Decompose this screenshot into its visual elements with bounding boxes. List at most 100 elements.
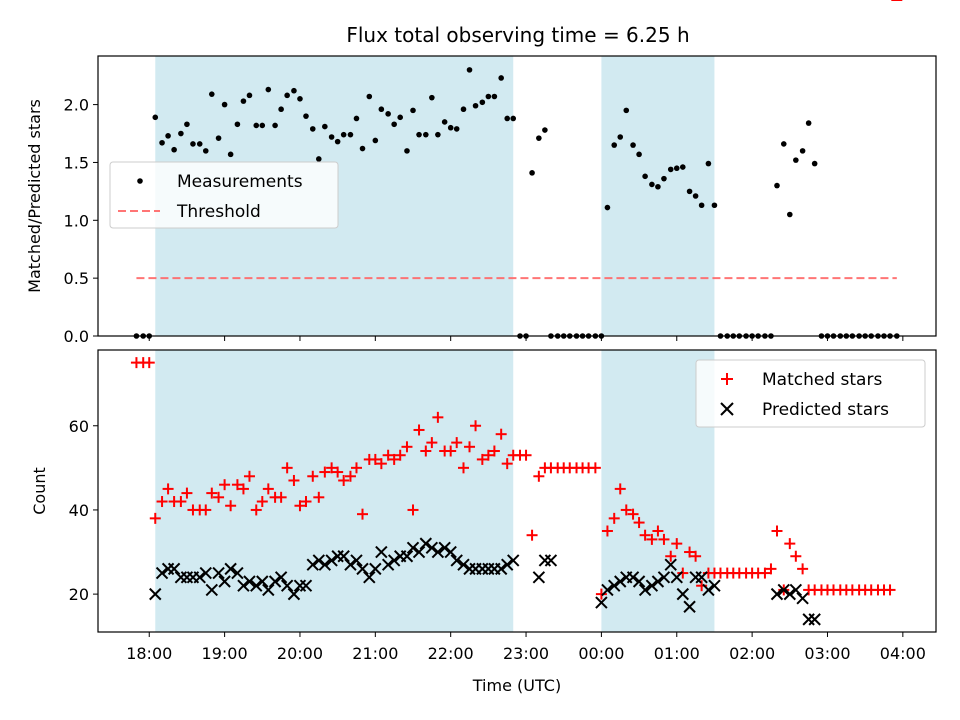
matched-star-point <box>797 563 809 575</box>
x-tick-label: 22:00 <box>428 644 474 663</box>
predicted-star-point <box>224 562 237 576</box>
predicted-star-point <box>770 587 784 601</box>
measurement-point <box>353 115 360 122</box>
marker-stroke <box>344 558 357 571</box>
legend-predicted-label: Predicted stars <box>762 400 889 420</box>
matched-star-point <box>237 483 249 495</box>
measurement-point <box>787 211 793 218</box>
predicted-star-point <box>632 575 646 588</box>
measurement-point <box>435 131 441 138</box>
predicted-star-point <box>350 554 363 567</box>
matched-star-point <box>476 453 488 465</box>
matched-star-point <box>382 449 394 461</box>
measurement-point <box>429 94 435 101</box>
marker-stroke <box>796 592 809 605</box>
predicted-star-point <box>444 545 457 559</box>
measurement-point <box>240 98 247 104</box>
measurement-point <box>604 204 611 211</box>
top-y-axis-label: Matched/Predicted stars <box>25 99 44 293</box>
marker-stroke <box>199 566 212 580</box>
matched-star-point <box>601 525 613 537</box>
matched-star-point <box>394 449 406 461</box>
marker-stroke <box>708 579 721 592</box>
measurement-point <box>202 148 209 154</box>
measurement-point <box>196 141 203 147</box>
measurement-point <box>416 131 422 138</box>
predicted-star-point <box>231 566 244 580</box>
x-tick-label: 01:00 <box>654 644 700 663</box>
matched-star-point <box>225 500 237 512</box>
y-tick-label: 1.0 <box>64 211 89 230</box>
marker-stroke <box>318 558 332 571</box>
predicted-star-point <box>702 583 715 597</box>
predicted-star-point <box>237 579 250 592</box>
matched-star-point <box>488 445 500 457</box>
marker-stroke <box>777 583 790 597</box>
measurement-point <box>529 170 535 176</box>
matched-star-point <box>671 538 683 550</box>
predicted-star-point <box>218 575 231 588</box>
measurement-point <box>441 119 448 125</box>
matched-star-points <box>130 0 903 600</box>
matched-star-point <box>294 500 306 512</box>
measurement-point <box>359 145 366 152</box>
predicted-star-point <box>344 558 357 571</box>
matched-star-point <box>646 533 658 545</box>
y-tick-label: 60 <box>69 417 89 436</box>
measurement-point <box>661 175 667 182</box>
top-legend: Measurements Threshold <box>109 161 339 229</box>
matched-star-point <box>633 517 645 529</box>
matched-star-point <box>149 512 161 524</box>
measurement-point <box>423 131 429 138</box>
top-y-ticks: 0.0 0.5 1.0 1.5 2.0 <box>64 96 98 346</box>
matched-star-point <box>614 483 626 495</box>
measurement-point <box>485 93 492 100</box>
marker-stroke <box>450 554 463 567</box>
matched-star-point <box>658 533 670 545</box>
legend-threshold-label: Threshold <box>176 202 261 222</box>
matched-star-point <box>375 458 387 470</box>
marker-stroke <box>256 575 269 588</box>
y-tick-label: 2.0 <box>64 96 89 115</box>
predicted-star-point <box>450 554 463 567</box>
measurement-point <box>372 137 379 144</box>
x-tick-label: 19:00 <box>202 644 248 663</box>
matched-star-point <box>313 491 325 503</box>
matched-star-point <box>420 445 432 457</box>
matched-star-point <box>457 462 469 474</box>
matched-star-point <box>200 504 212 516</box>
marker-stroke <box>205 583 219 597</box>
marker-stroke <box>532 571 546 584</box>
predicted-star-point <box>595 596 608 609</box>
measurement-point <box>227 151 234 158</box>
marker-stroke <box>274 571 288 584</box>
measurement-point <box>649 181 655 188</box>
measurement-point <box>655 183 661 190</box>
legend-measurements-label: Measurements <box>177 172 303 192</box>
shaded-region <box>155 350 514 632</box>
matched-star-point <box>684 546 696 558</box>
marker-stroke <box>369 562 382 576</box>
matched-star-point <box>690 550 702 562</box>
x-tick-label: 23:00 <box>503 644 549 663</box>
measurement-point <box>673 165 680 172</box>
predicted-star-point <box>155 566 169 580</box>
marker-stroke <box>457 558 470 571</box>
predicted-star-point <box>149 587 162 601</box>
bottom-panel: 20 40 60 18:00 19:00 20:00 21:00 22:00 23:00 00:… <box>30 0 937 695</box>
x-tick-label: 21:00 <box>352 644 398 663</box>
measurement-point <box>686 188 693 195</box>
measurement-point <box>705 160 712 167</box>
legend-matched-label: Matched stars <box>762 370 882 390</box>
predicted-star-point <box>500 558 514 571</box>
measurement-point <box>259 122 266 129</box>
measurement-point <box>623 107 630 114</box>
matched-star-point <box>231 479 243 491</box>
bottom-shaded-regions <box>155 350 715 632</box>
matched-star-point <box>344 470 356 482</box>
marker-stroke <box>645 579 659 592</box>
predicted-star-point <box>356 562 369 576</box>
matched-star-point <box>784 538 796 550</box>
marker-stroke <box>632 575 646 588</box>
measurement-point <box>190 141 196 147</box>
